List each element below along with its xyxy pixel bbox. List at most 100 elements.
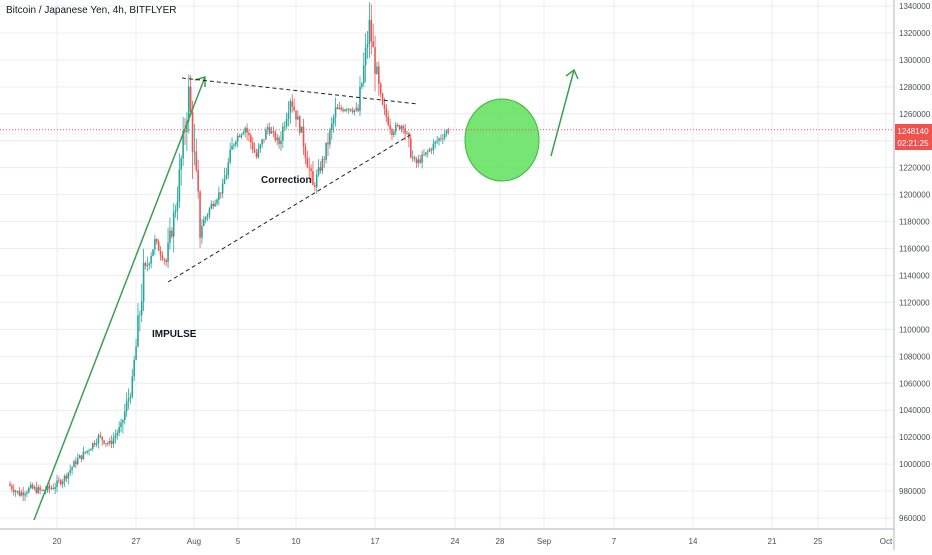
- candle-body: [63, 475, 66, 482]
- candle-body: [189, 86, 192, 112]
- x-tick-label: 21: [768, 537, 777, 546]
- y-tick-label: 1080000: [899, 352, 931, 361]
- candle-body: [255, 152, 258, 157]
- candle-body: [400, 126, 403, 130]
- candle-body: [41, 489, 43, 491]
- projection-arrow-head: [565, 68, 579, 80]
- candle-body: [58, 480, 60, 482]
- candle-body: [167, 242, 169, 263]
- candle-body: [120, 422, 122, 428]
- lower-trend-line[interactable]: [167, 134, 411, 283]
- candle-body: [330, 123, 333, 131]
- price-axis[interactable]: 960000 980000 1000000 1020000 1040000 1060000…: [899, 2, 931, 523]
- candle-body: [182, 130, 184, 159]
- candle-body: [60, 480, 62, 485]
- candle-body: [174, 210, 177, 213]
- candle-body: [107, 443, 109, 444]
- candle-body: [131, 376, 134, 397]
- x-tick-label: 25: [814, 537, 823, 546]
- y-tick-label: 1340000: [899, 2, 931, 11]
- candle-body: [46, 485, 49, 491]
- candle-body: [413, 157, 416, 160]
- candle-body: [26, 492, 28, 494]
- candle-body: [123, 411, 126, 421]
- candle-body: [438, 138, 440, 141]
- x-tick-label: Sep: [537, 537, 552, 546]
- last-price-label: 1248140: [897, 127, 929, 136]
- candle-body: [144, 263, 147, 266]
- candle-body: [208, 208, 211, 215]
- target-circle[interactable]: [464, 98, 540, 182]
- candle-body: [29, 484, 32, 488]
- y-tick-label: 1220000: [899, 164, 931, 173]
- candle-body: [385, 108, 388, 117]
- candle-body: [129, 396, 132, 399]
- projection-arrow-line[interactable]: [550, 69, 575, 157]
- candle-body: [191, 111, 194, 152]
- candle-body: [357, 107, 359, 112]
- candle-body: [229, 149, 231, 163]
- impulse-label: IMPULSE: [152, 329, 197, 340]
- time-axis[interactable]: 20 27 Aug 5 10 17 24 28 Sep 7 14 21 25 Oct: [53, 537, 893, 546]
- candle-body: [428, 149, 431, 152]
- candle-body: [340, 107, 342, 110]
- candle-body: [409, 138, 412, 158]
- candle-body: [101, 436, 104, 441]
- candle-body: [118, 427, 120, 433]
- candle-body: [137, 315, 139, 347]
- candle-body: [218, 192, 220, 200]
- candle-body: [56, 480, 58, 488]
- candle-body: [216, 199, 218, 204]
- candle-body: [20, 492, 23, 496]
- candle-body: [71, 467, 73, 470]
- candle-body: [24, 493, 26, 496]
- symbol-title: Bitcoin / Japanese Yen, 4h, BITFLYER: [6, 5, 177, 16]
- candle-body: [133, 359, 135, 377]
- candle-body: [379, 83, 382, 94]
- y-tick-label: 1000000: [899, 460, 931, 469]
- candlestick-series: [9, 2, 450, 502]
- impulse-line[interactable]: [33, 76, 206, 521]
- candle-body: [287, 112, 290, 119]
- candle-body: [361, 83, 363, 87]
- candle-body: [393, 131, 395, 135]
- candle-body: [33, 487, 36, 489]
- y-tick-label: 980000: [899, 487, 926, 496]
- candle-body: [368, 20, 371, 44]
- x-tick-label: 17: [371, 537, 380, 546]
- candle-body: [169, 230, 171, 243]
- candle-body: [221, 184, 224, 194]
- x-tick-label: 5: [236, 537, 241, 546]
- candle-body: [353, 109, 356, 113]
- candle-body: [223, 178, 226, 185]
- candle-body: [112, 438, 115, 444]
- candle-body: [272, 131, 275, 132]
- candle-body: [312, 170, 314, 186]
- y-tick-label: 1280000: [899, 83, 931, 92]
- candle-body: [242, 132, 245, 135]
- candle-body: [415, 159, 418, 164]
- candle-body: [116, 432, 119, 436]
- candle-body: [289, 101, 292, 113]
- candle-body: [206, 214, 209, 218]
- candle-body: [240, 134, 243, 138]
- candle-body: [103, 440, 105, 444]
- candle-body: [270, 131, 273, 134]
- candle-body: [266, 127, 269, 130]
- upper-trend-line[interactable]: [181, 77, 419, 105]
- candle-body: [139, 314, 141, 316]
- candle-body: [214, 203, 216, 207]
- candle-body: [447, 130, 450, 133]
- candle-body: [332, 117, 335, 124]
- candle-body: [37, 487, 40, 493]
- candle-body: [362, 65, 365, 84]
- candle-body: [426, 151, 429, 153]
- x-tick-label: Oct: [880, 537, 893, 546]
- candle-body: [298, 116, 301, 133]
- candle-body: [302, 126, 305, 147]
- candle-body: [376, 66, 378, 74]
- candle-body: [329, 130, 331, 145]
- candle-body: [293, 106, 295, 111]
